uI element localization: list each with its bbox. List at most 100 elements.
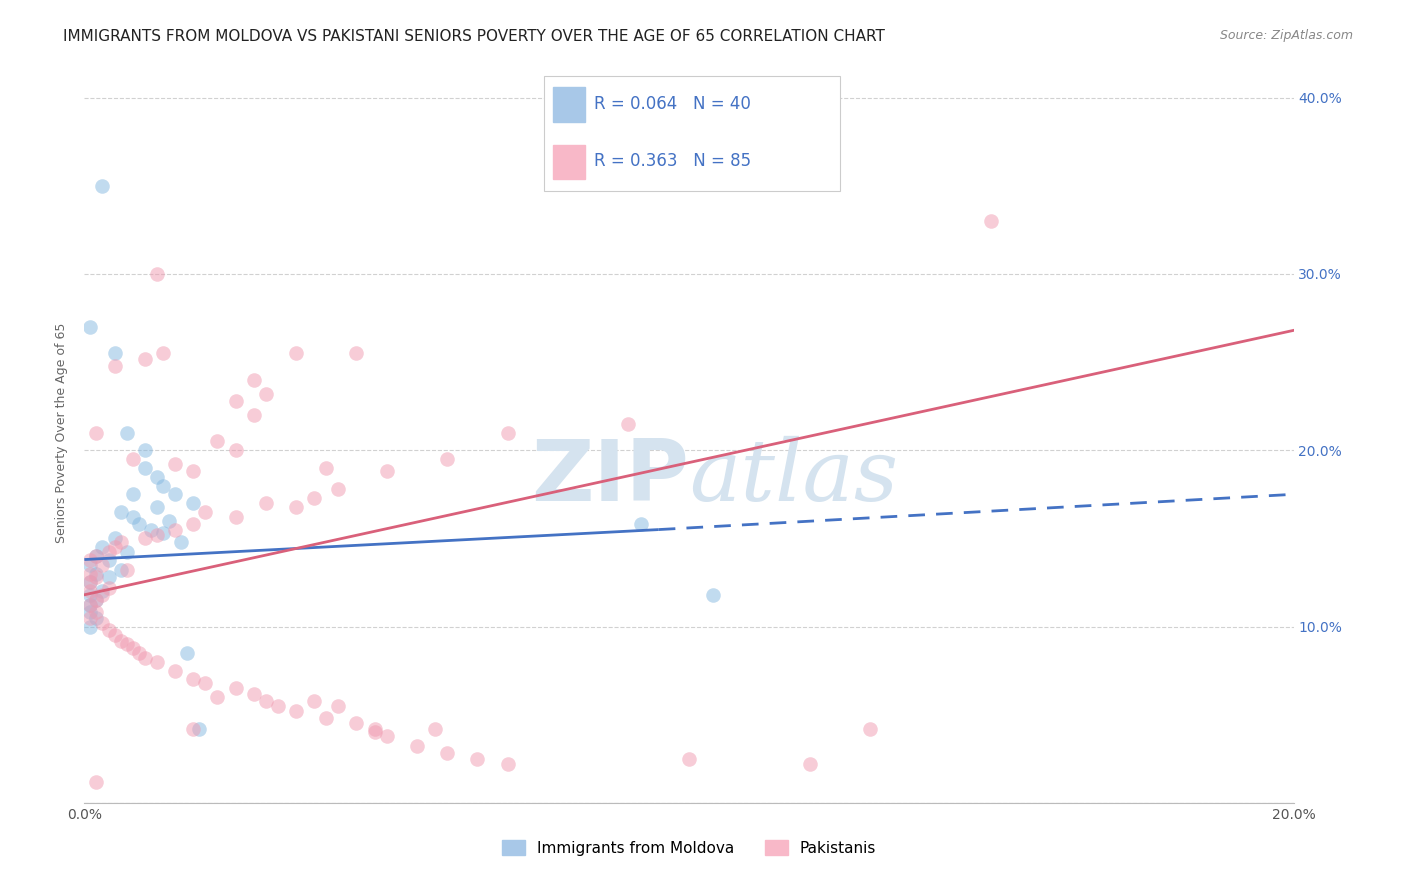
Point [225,443,247,458]
Point [134,351,156,366]
Point [97,552,120,566]
Point [346,716,368,731]
Point [678,752,700,766]
Point [181,673,204,687]
Point [115,545,138,559]
Point [97,570,120,584]
Point [630,517,652,532]
Legend: Immigrants from Moldova, Pakistanis: Immigrants from Moldova, Pakistanis [495,834,883,862]
Point [152,526,174,541]
Point [225,510,247,524]
Point [315,461,337,475]
Point [165,487,187,501]
Point [363,725,385,739]
Point [165,664,187,678]
Point [121,640,143,655]
Point [980,214,1002,228]
Point [91,584,114,599]
Point [799,757,821,772]
Point [79,584,101,599]
Point [86,549,108,563]
Point [91,540,114,554]
Point [86,593,108,607]
Point [146,469,169,483]
Point [110,505,132,519]
Point [146,655,169,669]
Point [134,651,156,665]
Point [346,346,368,360]
Point [110,633,132,648]
Point [128,517,150,532]
Point [328,482,350,496]
Point [702,588,724,602]
Point [79,619,101,633]
Point [328,698,350,713]
Point [104,532,127,546]
Point [86,425,108,440]
Point [128,646,150,660]
Point [467,752,489,766]
Point [267,698,290,713]
Point [79,575,101,590]
Point [181,517,204,532]
Point [79,606,101,620]
Point [315,711,337,725]
Point [436,452,458,467]
Point [165,523,187,537]
Point [121,452,143,467]
Point [302,491,325,505]
Point [152,478,174,492]
Point [146,528,169,542]
Point [79,599,101,613]
Point [115,563,138,577]
Point [134,443,156,458]
Point [79,558,101,572]
Point [363,722,385,736]
Point [859,722,882,736]
Y-axis label: Seniors Poverty Over the Age of 65: Seniors Poverty Over the Age of 65 [55,322,69,543]
Point [79,588,101,602]
Point [79,575,101,590]
Point [242,408,264,422]
Point [423,722,446,736]
Point [115,637,138,651]
Point [194,676,217,690]
Point [181,464,204,478]
Point [110,563,132,577]
Point [86,593,108,607]
Point [115,425,138,440]
Point [86,549,108,563]
Point [79,610,101,624]
Point [406,739,429,754]
Point [86,566,108,581]
Point [86,606,108,620]
Point [97,545,120,559]
Point [170,535,193,549]
Point [181,722,204,736]
Point [91,178,114,193]
Point [207,434,229,449]
Point [104,628,127,642]
Point [86,570,108,584]
Point [79,599,101,613]
Point [104,540,127,554]
Point [79,566,101,581]
Point [165,458,187,472]
Point [254,693,277,707]
Point [97,623,120,637]
Point [496,425,519,440]
Point [146,500,169,514]
Point [254,387,277,401]
Point [121,487,143,501]
Point [157,514,180,528]
Text: IMMIGRANTS FROM MOLDOVA VS PAKISTANI SENIORS POVERTY OVER THE AGE OF 65 CORRELAT: IMMIGRANTS FROM MOLDOVA VS PAKISTANI SEN… [63,29,886,45]
Point [104,359,127,373]
Point [436,747,458,761]
Point [110,535,132,549]
Point [194,505,217,519]
Point [104,346,127,360]
Point [86,774,108,789]
Point [375,729,398,743]
Point [285,500,308,514]
Point [207,690,229,704]
